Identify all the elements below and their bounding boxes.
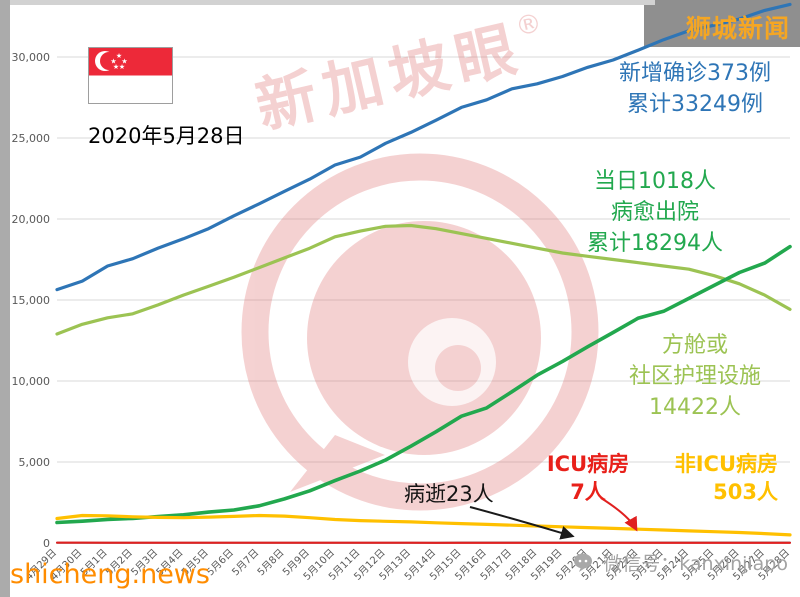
report-date: 2020年5月28日 <box>88 124 245 148</box>
wechat-bubble-icon <box>574 553 593 572</box>
svg-text:15,000: 15,000 <box>12 294 51 307</box>
wechat-id-text: 微信号：kanxinjiapo <box>603 553 788 575</box>
annotation-line: 当日1018人 <box>594 169 716 194</box>
svg-text:10,000: 10,000 <box>12 375 51 388</box>
svg-text:★: ★ <box>113 63 119 71</box>
svg-text:20,000: 20,000 <box>12 213 51 226</box>
wechat-id: 微信号：kanxinjiapo <box>573 549 788 576</box>
svg-text:30,000: 30,000 <box>12 51 51 64</box>
annotation-new-confirmed: 新增确诊373例 累计33249例 <box>600 58 790 120</box>
svg-text:★: ★ <box>119 63 125 71</box>
deaths-arrow <box>469 506 575 540</box>
svg-text:25,000: 25,000 <box>12 132 51 145</box>
watermark-text: 新加坡眼 <box>250 13 531 142</box>
annotation-line: 14422人 <box>649 395 741 420</box>
annotation-line: 非ICU病房 <box>674 452 778 476</box>
annotation-non-icu: 非ICU病房 503人 <box>628 450 778 506</box>
annotation-line: 503人 <box>713 480 778 504</box>
svg-text:★: ★ <box>110 58 116 66</box>
series-discharged-cumulative <box>55 244 792 525</box>
annotation-line: 社区护理设施 <box>628 364 761 389</box>
svg-text:0: 0 <box>43 537 50 550</box>
watermark-reg-icon: ® <box>513 8 545 43</box>
annotation-line: 累计33249例 <box>627 92 763 117</box>
brand-title: 狮城新闻 <box>685 14 790 43</box>
series-non-icu-ward <box>55 513 792 537</box>
annotation-arrows <box>469 497 638 540</box>
singapore-flag-icon: ★★ ★ ★ ★ <box>88 47 173 104</box>
annotation-line: 新增确诊373例 <box>619 61 771 86</box>
site-watermark: shicheng.news <box>10 559 210 590</box>
chart-series <box>55 2 792 544</box>
svg-text:★: ★ <box>116 52 122 60</box>
left-border-strip <box>0 0 10 597</box>
annotation-line: 累计18294人 <box>587 231 723 256</box>
annotation-line: 病逝23人 <box>404 482 494 506</box>
svg-text:5月8日: 5月8日 <box>255 547 287 579</box>
icu-arrow <box>600 497 638 532</box>
svg-text:★: ★ <box>121 58 127 66</box>
annotation-line: ICU病房 <box>546 452 630 476</box>
annotation-deaths: 病逝23人 <box>404 478 494 508</box>
annotation-line: 病愈出院 <box>610 200 699 225</box>
annotation-discharged: 当日1018人 病愈出院 累计18294人 <box>570 166 740 259</box>
annotation-icu: ICU病房 7人 <box>538 450 638 506</box>
svg-text:5,000: 5,000 <box>19 456 51 469</box>
annotation-line: 7人 <box>570 480 606 504</box>
series-confirmed-cumulative <box>55 2 792 292</box>
svg-text:5月7日: 5月7日 <box>230 547 262 579</box>
annotation-line: 方舱或 <box>661 333 728 358</box>
series-community-care <box>55 223 792 336</box>
annotation-community-care: 方舱或 社区护理设施 14422人 <box>610 330 780 423</box>
top-border-strip <box>10 0 655 5</box>
